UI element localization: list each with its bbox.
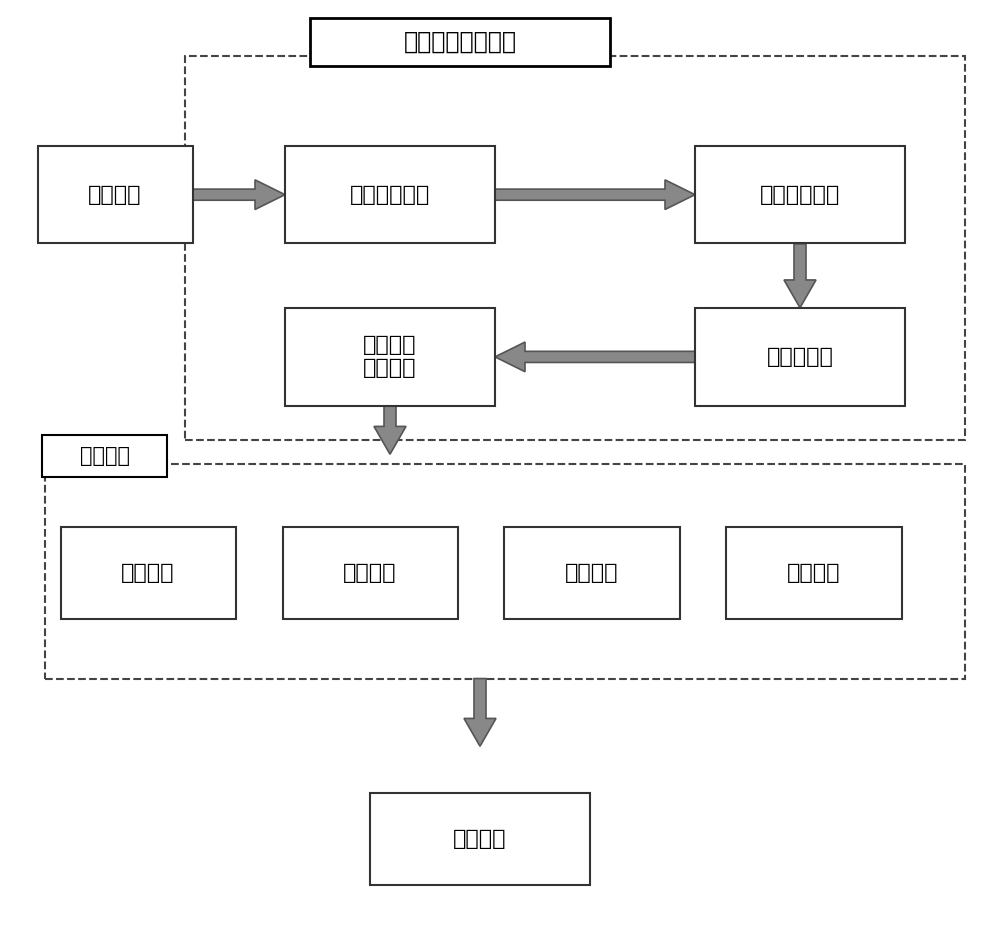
Text: 长宽测量: 长宽测量 — [565, 563, 619, 583]
Bar — [370, 793, 590, 885]
Text: 提取胶水目标: 提取胶水目标 — [760, 184, 840, 205]
Bar — [42, 435, 167, 477]
Text: 胶水间隙: 胶水间隙 — [343, 563, 397, 583]
Text: 动态阀値分隔: 动态阀値分隔 — [350, 184, 430, 205]
Bar — [185, 56, 965, 440]
Bar — [283, 527, 458, 619]
Bar — [695, 146, 905, 244]
Text: 触发抓拍: 触发抓拍 — [88, 184, 142, 205]
Bar — [60, 527, 236, 619]
Polygon shape — [495, 342, 695, 372]
Bar — [285, 308, 495, 406]
Text: 图像分割及预处理: 图像分割及预处理 — [404, 30, 516, 54]
Bar — [726, 527, 902, 619]
Bar — [45, 464, 965, 679]
Bar — [504, 527, 680, 619]
Polygon shape — [784, 244, 816, 308]
Text: 决策判断: 决策判断 — [453, 829, 507, 849]
Polygon shape — [464, 679, 496, 746]
Polygon shape — [374, 406, 406, 454]
Bar — [310, 18, 610, 66]
Text: 区域面积: 区域面积 — [787, 563, 841, 583]
Bar — [695, 308, 905, 406]
Text: 连接操作
分割区域: 连接操作 分割区域 — [363, 336, 417, 378]
Polygon shape — [495, 180, 695, 210]
Bar — [285, 146, 495, 244]
Text: 中心位置: 中心位置 — [121, 563, 175, 583]
Text: 参数提取: 参数提取 — [80, 446, 130, 466]
Text: 形态学处理: 形态学处理 — [767, 347, 833, 367]
Bar — [38, 146, 192, 244]
Polygon shape — [193, 180, 285, 210]
